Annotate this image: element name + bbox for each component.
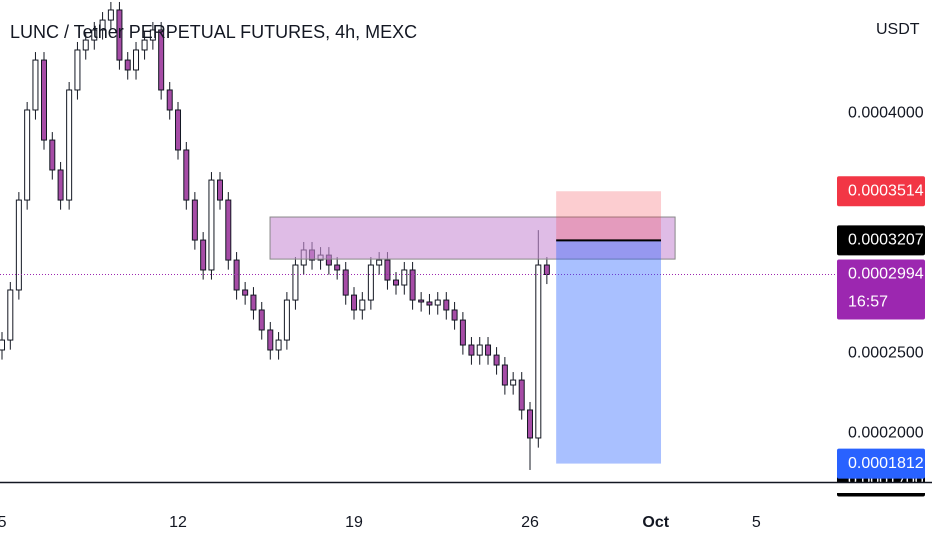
candle-body: [501, 364, 508, 386]
candle-body: [217, 179, 224, 201]
x-tick-label: 5: [0, 514, 7, 531]
candle-body: [82, 39, 89, 51]
target-price-tag-label: 0.0001812: [848, 455, 924, 472]
candle-body: [543, 264, 550, 275]
candle-body: [141, 39, 148, 51]
candle-body: [99, 19, 106, 31]
y-tick-label: 0.0002000: [848, 425, 924, 442]
candle-body: [208, 179, 215, 271]
candle-body: [510, 379, 517, 386]
candle-body: [485, 344, 492, 356]
candle-body: [359, 299, 366, 311]
candle-body: [74, 49, 81, 91]
candle-body: [149, 29, 156, 41]
candle-body: [476, 344, 483, 356]
candle-body: [518, 379, 525, 411]
target-price-tag: [837, 448, 925, 479]
candle-body: [334, 264, 341, 271]
candle-body: [7, 289, 14, 341]
axes: 5 12 19 26 Oct 5 0.0004000 0.0002500 0.0002000 0.…: [0, 105, 932, 531]
candle-body: [418, 299, 425, 303]
stop-zone: [556, 191, 662, 241]
candle-body: [66, 89, 73, 201]
candle-body: [166, 89, 173, 111]
countdown-label: 16:57: [848, 294, 888, 311]
candle-body: [292, 264, 299, 301]
candle-body: [434, 299, 441, 306]
axis-mask: [835, 483, 932, 493]
candle-body: [124, 59, 131, 71]
candle-body: [283, 299, 290, 341]
last-price-tag-label: 0.0002994: [848, 266, 924, 283]
x-tick-label: 12: [169, 514, 187, 531]
x-tick-label: 26: [521, 514, 539, 531]
candle-body: [493, 354, 500, 366]
candle-body: [200, 239, 207, 271]
candle-body: [191, 199, 198, 241]
candle-body: [459, 319, 466, 346]
y-tick-label: 0.0002500: [848, 345, 924, 362]
candle-body: [107, 9, 114, 21]
chart-title: LUNC / Tether PERPETUAL FUTURES, 4h, MEX…: [10, 22, 417, 42]
candle-body: [49, 139, 56, 171]
x-tick-label: 5: [752, 514, 761, 531]
entry-price-tag: [837, 225, 925, 256]
entry-price-tag-label: 0.0003207: [848, 232, 924, 249]
candle-body: [409, 269, 416, 301]
y-tick-label: 0.0004000: [848, 105, 924, 122]
candle-body: [426, 301, 433, 306]
candle-body: [376, 259, 383, 266]
candle-body: [468, 344, 475, 356]
candle-body: [133, 49, 140, 71]
plot-area: [0, 1, 835, 470]
candle-body: [91, 29, 98, 41]
candle-body: [267, 329, 274, 351]
candle-body: [451, 309, 458, 321]
stop-price-tag-label: 0.0003514: [848, 182, 924, 199]
candle-body: [527, 409, 534, 439]
candle-body: [535, 264, 542, 439]
candle-body: [443, 299, 450, 311]
candle-body: [275, 339, 282, 351]
candle-body: [233, 259, 240, 291]
x-tick-label: 19: [345, 514, 363, 531]
stop-price-tag: [837, 176, 925, 207]
candle-body: [225, 199, 232, 261]
zone: [269, 216, 676, 260]
candle-body: [0, 339, 6, 351]
candle-body: [242, 289, 249, 296]
candle-body: [116, 9, 123, 61]
candle-body: [158, 29, 165, 91]
candle-body: [57, 169, 64, 201]
candle-body: [32, 59, 39, 111]
last-price-tag: [837, 259, 925, 320]
candle-body: [175, 109, 182, 151]
candle-body: [384, 259, 391, 281]
candle-body: [401, 269, 408, 286]
y-axis-label: USDT: [876, 21, 920, 38]
x-tick-label: Oct: [642, 514, 669, 531]
candle-body: [258, 309, 265, 331]
candle-body: [393, 279, 400, 286]
candle-body: [183, 149, 190, 201]
candle-body: [250, 294, 257, 311]
candle-body: [342, 269, 349, 296]
candle-body: [41, 59, 48, 141]
candle-body: [351, 294, 358, 311]
target-zone: [556, 240, 662, 464]
candle-body: [15, 199, 22, 291]
candle-body: [24, 109, 31, 201]
candle-body: [367, 264, 374, 301]
